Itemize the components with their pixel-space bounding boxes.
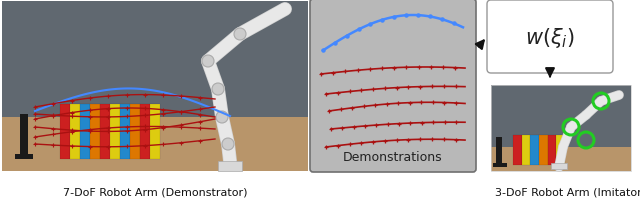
- Circle shape: [202, 56, 214, 68]
- Bar: [2, 117, 308, 171]
- Bar: [513, 135, 522, 165]
- Bar: [130, 104, 140, 159]
- Bar: [15, 154, 33, 159]
- Text: 3-DoF Robot Arm (Imitator): 3-DoF Robot Arm (Imitator): [495, 187, 640, 197]
- Bar: [110, 104, 120, 159]
- Bar: [60, 104, 70, 159]
- Bar: [493, 163, 507, 167]
- Circle shape: [216, 111, 228, 123]
- Bar: [120, 104, 130, 159]
- Bar: [100, 104, 110, 159]
- Bar: [551, 163, 567, 169]
- Bar: [150, 104, 160, 159]
- Text: 7-DoF Robot Arm (Demonstrator): 7-DoF Robot Arm (Demonstrator): [63, 187, 247, 197]
- Bar: [531, 135, 539, 165]
- Circle shape: [222, 138, 234, 150]
- Bar: [90, 104, 100, 159]
- Bar: [80, 104, 90, 159]
- Bar: [218, 161, 242, 171]
- Circle shape: [234, 29, 246, 41]
- Bar: [491, 147, 631, 171]
- Bar: [496, 137, 502, 165]
- Text: $w(\xi_i)$: $w(\xi_i)$: [525, 25, 575, 49]
- Bar: [70, 104, 80, 159]
- Bar: [548, 135, 556, 165]
- Bar: [491, 85, 631, 147]
- Bar: [2, 2, 308, 117]
- Text: Demonstrations: Demonstrations: [343, 151, 443, 164]
- FancyBboxPatch shape: [310, 0, 476, 172]
- Bar: [491, 85, 631, 171]
- Bar: [140, 104, 150, 159]
- Bar: [522, 135, 531, 165]
- Bar: [539, 135, 548, 165]
- Circle shape: [212, 84, 224, 96]
- Bar: [556, 135, 565, 165]
- Bar: [20, 115, 28, 159]
- FancyBboxPatch shape: [487, 1, 613, 74]
